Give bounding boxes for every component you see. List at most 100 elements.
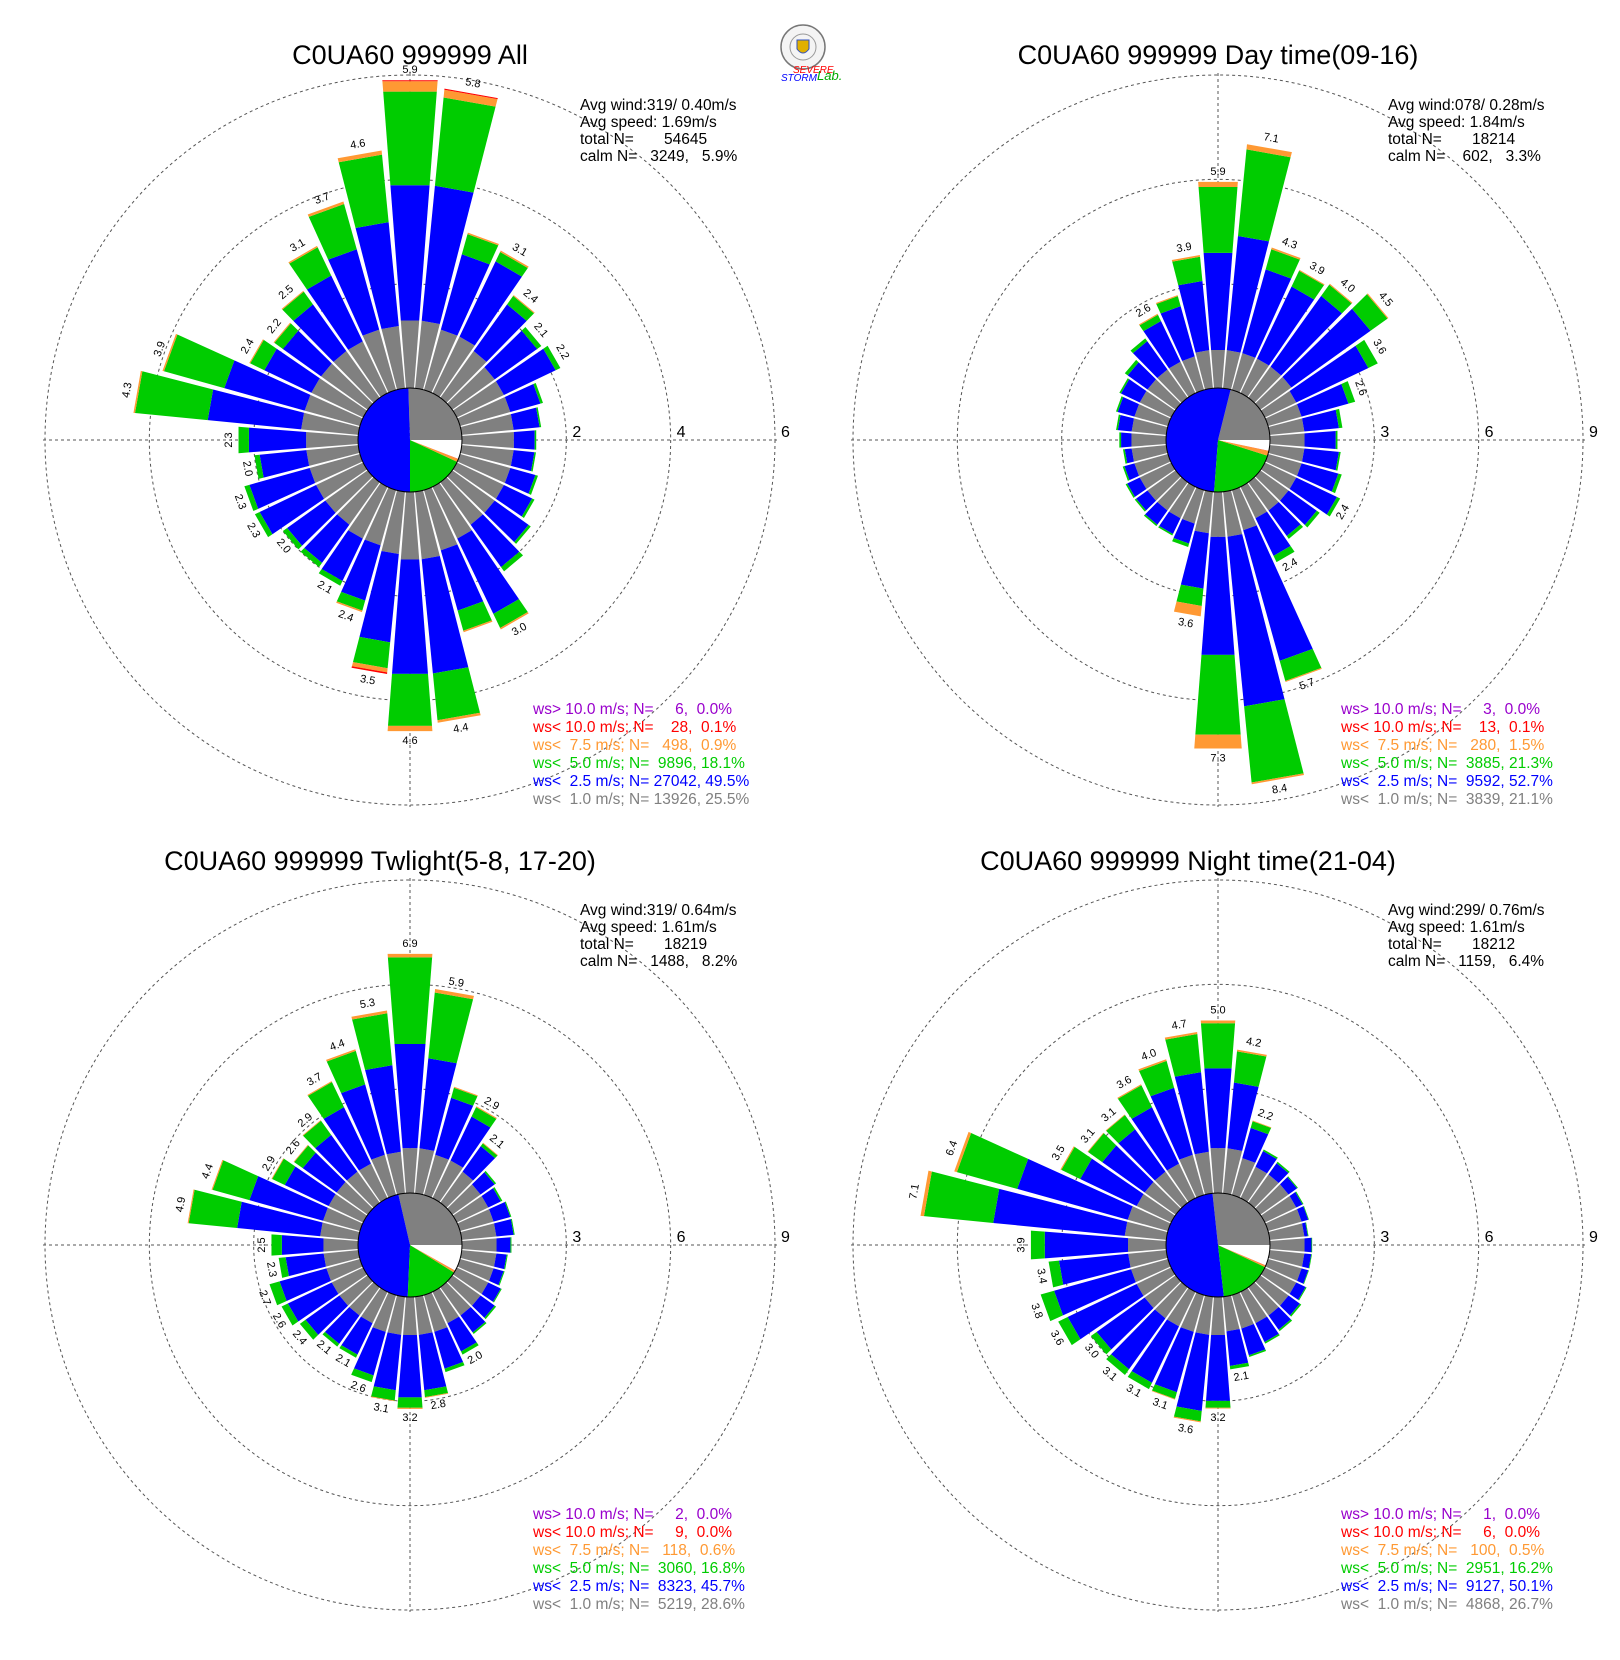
wind-bar-segment (482, 1142, 498, 1156)
wind-bar-segment (282, 330, 332, 377)
stat-avg-speed: Avg speed: 1.61m/s (580, 919, 717, 936)
wind-bar-segment (281, 1235, 324, 1255)
bar-value-label: 2.2 (1256, 1107, 1274, 1124)
wind-bar-segment (480, 1143, 498, 1159)
wind-bar-segment (452, 462, 504, 499)
wind-bar-segment (473, 304, 527, 362)
wind-bar-segment (1203, 252, 1233, 351)
wind-bar-segment (1265, 249, 1300, 279)
wind-bar-segment (450, 1116, 491, 1168)
legend-entry: ws< 5.0 m/s; N= 9896, 18.1% (532, 755, 745, 772)
bar-value-label: 3.6 (1048, 1328, 1066, 1347)
wind-bar-segment (351, 1368, 374, 1383)
stat-avg-wind: Avg wind:319/ 0.64m/s (580, 902, 737, 919)
wind-bar-segment (457, 530, 519, 614)
wind-bar-segment (504, 1254, 508, 1270)
wind-bar-segment (287, 500, 336, 546)
wind-bar-segment (447, 1184, 481, 1215)
calm-pie-slice (410, 1245, 456, 1271)
grid-ring (852, 879, 1584, 1611)
wind-bar-segment (259, 450, 310, 478)
wind-bar-segment (309, 453, 363, 484)
wind-bar-segment (1255, 1316, 1279, 1343)
bar-value-label: 4.3 (1280, 235, 1298, 252)
wind-bar-segment (325, 470, 373, 513)
wind-bar-segment (1268, 1163, 1289, 1183)
grid-ring (253, 1088, 567, 1402)
calm-pie-slice (1218, 440, 1269, 456)
wind-bar-segment (1289, 1192, 1303, 1208)
wind-bar-segment (1231, 487, 1257, 531)
bar-value-label: 2.8 (430, 1398, 447, 1412)
wind-bar-segment (248, 427, 307, 453)
wind-bar-segment (259, 485, 325, 535)
wind-bar-segment (460, 1250, 497, 1267)
wind-bar-segment (513, 430, 535, 450)
wind-bar-segment (1297, 1268, 1309, 1284)
wind-bar-segment (207, 389, 305, 430)
wind-bar-segment (1201, 536, 1235, 655)
wind-bar-segment (423, 1154, 449, 1198)
bar-value-label: 5.9 (1210, 166, 1225, 178)
bar-value-label: 2.6 (1134, 302, 1153, 320)
wind-bar-segment (536, 407, 542, 428)
bar-value-label: 3.1 (1079, 1126, 1098, 1145)
bar-value-label: 3.1 (373, 1401, 390, 1415)
wind-bar-segment (1335, 408, 1343, 429)
wind-bar-segment (351, 666, 388, 674)
wind-bar-segment (1243, 525, 1313, 661)
bar-value-label: 3.9 (1015, 1237, 1027, 1252)
wind-bar-segment (1154, 1282, 1188, 1319)
logo-line-severe: SEVERE (793, 65, 834, 76)
wind-bar-segment (1268, 1307, 1291, 1330)
wind-bar-segment (397, 1407, 423, 1409)
wind-bar-segment (386, 1151, 405, 1195)
wind-bar-segment (1308, 1254, 1312, 1269)
wind-bar-segment (1280, 490, 1317, 526)
wind-bar-segment (1058, 1317, 1081, 1346)
wind-bar-segment (419, 1058, 457, 1151)
bar-value-label: 4.0 (1338, 276, 1357, 295)
bar-value-label: 3.1 (1099, 1106, 1118, 1125)
wind-bar-segment (359, 550, 399, 643)
wind-bar-segment (1268, 445, 1305, 462)
wind-bar-segment (1087, 1132, 1104, 1152)
wind-bar-segment (339, 1275, 373, 1306)
bar-value-label: 6.4 (944, 1139, 961, 1157)
legend-entry: ws< 7.5 m/s; N= 498, 0.9% (532, 737, 737, 754)
bar-value-label: 3.1 (510, 241, 529, 259)
bar-value-label: 3.1 (288, 237, 307, 255)
wind-bar-segment (440, 1171, 474, 1208)
wind-bar-segment (398, 1334, 422, 1398)
bar-value-label: 2.4 (521, 287, 540, 306)
wind-bar-segment (510, 1237, 512, 1253)
calm-pie-outline (1165, 1192, 1271, 1298)
bar-value-label: 4.6 (402, 735, 417, 747)
wind-bar-segment (1067, 1283, 1144, 1340)
wind-bar-segment (1297, 463, 1339, 492)
wind-bar-segment (460, 1307, 486, 1333)
ring-label: 3 (1380, 1229, 1389, 1246)
legend-entry: ws< 2.5 m/s; N= 27042, 49.5% (532, 773, 749, 790)
wind-bar-segment (1366, 293, 1389, 319)
wind-bar-segment (452, 1267, 489, 1295)
wind-bar-segment (1285, 667, 1322, 683)
wind-bar-segment (188, 1189, 242, 1229)
wind-bar-segment (1136, 1267, 1176, 1296)
bar-value-label: 5.3 (359, 997, 376, 1011)
ring-label: 9 (1589, 1229, 1598, 1246)
wind-bar-segment (302, 1120, 322, 1136)
wind-bar-segment (1138, 313, 1158, 326)
wind-bar-segment (1223, 1295, 1240, 1332)
logo: SEVERE STORM Lab. (780, 24, 842, 84)
wind-bar-segment (338, 154, 389, 228)
wind-bar-segment (1304, 1237, 1312, 1253)
wind-bar-segment (501, 551, 524, 572)
bar-value-label: 5.0 (1210, 1005, 1225, 1017)
legend-entry: ws> 10.0 m/s; N= 6, 0.0% (532, 701, 732, 718)
stat-calm: calm N= 3249, 5.9% (580, 148, 737, 165)
wind-bar-segment (1159, 511, 1181, 534)
wind-bar-segment (274, 323, 299, 349)
wind-bar-segment (1248, 1349, 1267, 1358)
stat-calm: calm N= 1159, 6.4% (1388, 953, 1544, 970)
